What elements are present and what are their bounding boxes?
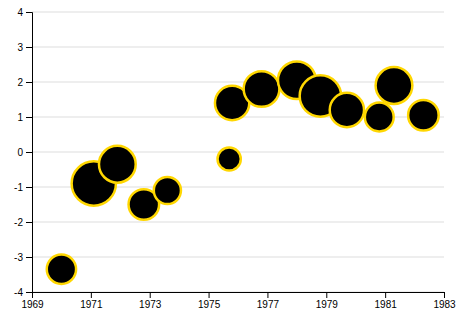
y-tick-label: 1: [17, 112, 23, 123]
grid: [32, 12, 444, 292]
x-axis: 1969 1971 1973 1975 1977 1979 1981 1983: [21, 292, 456, 310]
x-tick-mark: [385, 292, 386, 298]
y-tick: 3: [17, 42, 32, 53]
y-tick: -3: [14, 252, 32, 263]
bubble: [330, 93, 364, 127]
x-tick-mark: [267, 292, 268, 298]
x-tick: 1981: [375, 292, 398, 310]
y-tick-mark: [26, 47, 32, 48]
y-tick-mark: [26, 82, 32, 83]
y-tick-mark: [26, 222, 32, 223]
y-tick: 0: [17, 147, 32, 158]
y-tick: 2: [17, 77, 32, 88]
x-tick-label: 1977: [257, 299, 280, 310]
x-tick: 1973: [139, 292, 162, 310]
y-tick: -1: [14, 182, 32, 193]
y-tick-label: -4: [14, 287, 23, 298]
y-tick: -4: [14, 287, 32, 298]
x-tick-label: 1979: [316, 299, 339, 310]
grid-line: [32, 257, 444, 258]
y-axis-line: [26, 13, 33, 293]
grid-line: [32, 47, 444, 48]
grid-line: [32, 222, 444, 223]
y-tick-mark: [26, 152, 32, 153]
y-axis: -4 -3 -2 -1 0 1 2 3 4: [14, 7, 32, 298]
y-tick-label: -3: [14, 252, 23, 263]
x-tick-label: 1969: [21, 299, 44, 310]
x-tick: 1975: [198, 292, 221, 310]
x-tick: 1977: [257, 292, 280, 310]
y-tick: 4: [17, 7, 32, 18]
x-tick-mark: [209, 292, 210, 298]
x-tick-label: 1973: [139, 299, 162, 310]
grid-line: [32, 12, 444, 13]
bubble: [244, 71, 280, 107]
bubbles: [47, 61, 439, 284]
y-tick-mark: [26, 257, 32, 258]
bubble: [376, 67, 413, 104]
y-tick-mark: [26, 12, 32, 13]
x-tick-mark: [91, 292, 92, 298]
y-tick: -2: [14, 217, 32, 228]
bubble: [47, 255, 76, 284]
x-tick-label: 1983: [433, 299, 456, 310]
x-tick-label: 1975: [198, 299, 221, 310]
y-tick-label: -2: [14, 217, 23, 228]
x-tick-mark: [444, 292, 445, 298]
y-tick-label: 2: [17, 77, 23, 88]
x-tick: 1983: [433, 292, 456, 310]
x-tick-mark: [150, 292, 151, 298]
y-tick-mark: [26, 187, 32, 188]
x-tick-label: 1971: [80, 299, 103, 310]
chart: 1969 1971 1973 1975 1977 1979 1981 1983 -4 -3 -2 -1…: [0, 0, 462, 318]
bubble: [218, 147, 241, 170]
x-tick-label: 1981: [375, 299, 398, 310]
y-tick-label: 0: [17, 147, 23, 158]
x-tick: 1979: [316, 292, 339, 310]
bubble: [408, 100, 439, 131]
bubble: [154, 177, 181, 204]
bubble: [365, 103, 394, 132]
y-tick-mark: [26, 117, 32, 118]
x-tick: 1969: [21, 292, 44, 310]
y-tick-label: 4: [17, 7, 23, 18]
bubble: [99, 146, 136, 183]
x-tick: 1971: [80, 292, 103, 310]
x-tick-mark: [326, 292, 327, 298]
y-tick-label: -1: [14, 182, 23, 193]
y-tick-label: 3: [17, 42, 23, 53]
x-axis-line: [33, 293, 445, 299]
plot-area: 1969 1971 1973 1975 1977 1979 1981 1983 -4 -3 -2 -1…: [14, 7, 456, 310]
y-tick: 1: [17, 112, 32, 123]
y-tick-mark: [26, 292, 32, 293]
